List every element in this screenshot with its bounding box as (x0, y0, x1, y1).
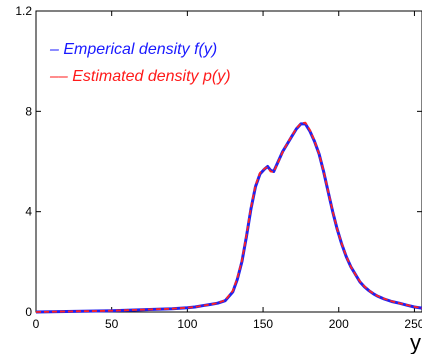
plot-frame (35, 10, 422, 313)
x-tick-label: 200 (329, 317, 349, 331)
legend: – Emperical density f(y) –– Estimated den… (49, 41, 231, 85)
legend-entry: – Emperical density f(y) (49, 41, 217, 58)
series-layer (35, 121, 422, 314)
legend-label: Emperical density f(y) (63, 41, 217, 58)
y-ticks: 0 4 8 1.2 (15, 4, 422, 319)
legend-label: Estimated density p(y) (72, 68, 230, 85)
legend-entry: –– Estimated density p(y) (49, 68, 231, 85)
x-ticks: 0 50 100 150 200 250 (33, 11, 422, 331)
x-axis-label: y (410, 330, 421, 354)
x-tick-label: 250 (404, 317, 422, 331)
x-tick-label: 100 (177, 317, 197, 331)
y-tick-label: 1.2 (15, 4, 32, 18)
y-tick-label: 0 (25, 305, 32, 319)
series-line-estimated (35, 121, 422, 313)
legend-marker: – (49, 41, 63, 58)
y-tick-label: 8 (25, 104, 32, 118)
x-tick-label: 0 (33, 317, 40, 331)
y-tick-label: 4 (25, 205, 32, 219)
x-tick-label: 50 (105, 317, 119, 331)
x-tick-label: 150 (253, 317, 273, 331)
legend-marker: –– (49, 68, 72, 85)
